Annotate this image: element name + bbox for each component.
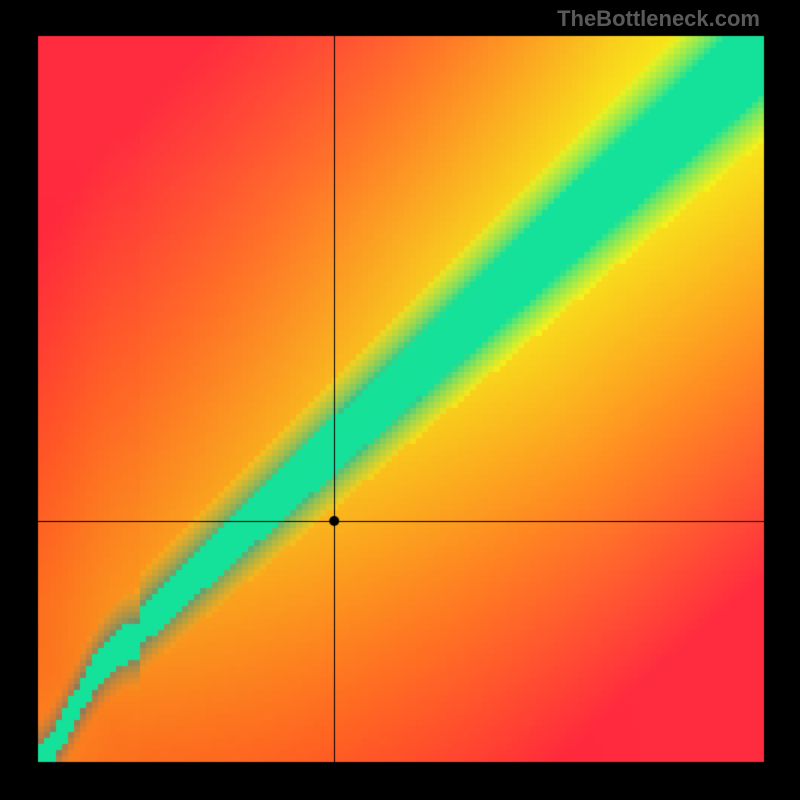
bottleneck-heatmap (0, 0, 800, 800)
watermark-text: TheBottleneck.com (557, 6, 760, 32)
chart-container: TheBottleneck.com (0, 0, 800, 800)
